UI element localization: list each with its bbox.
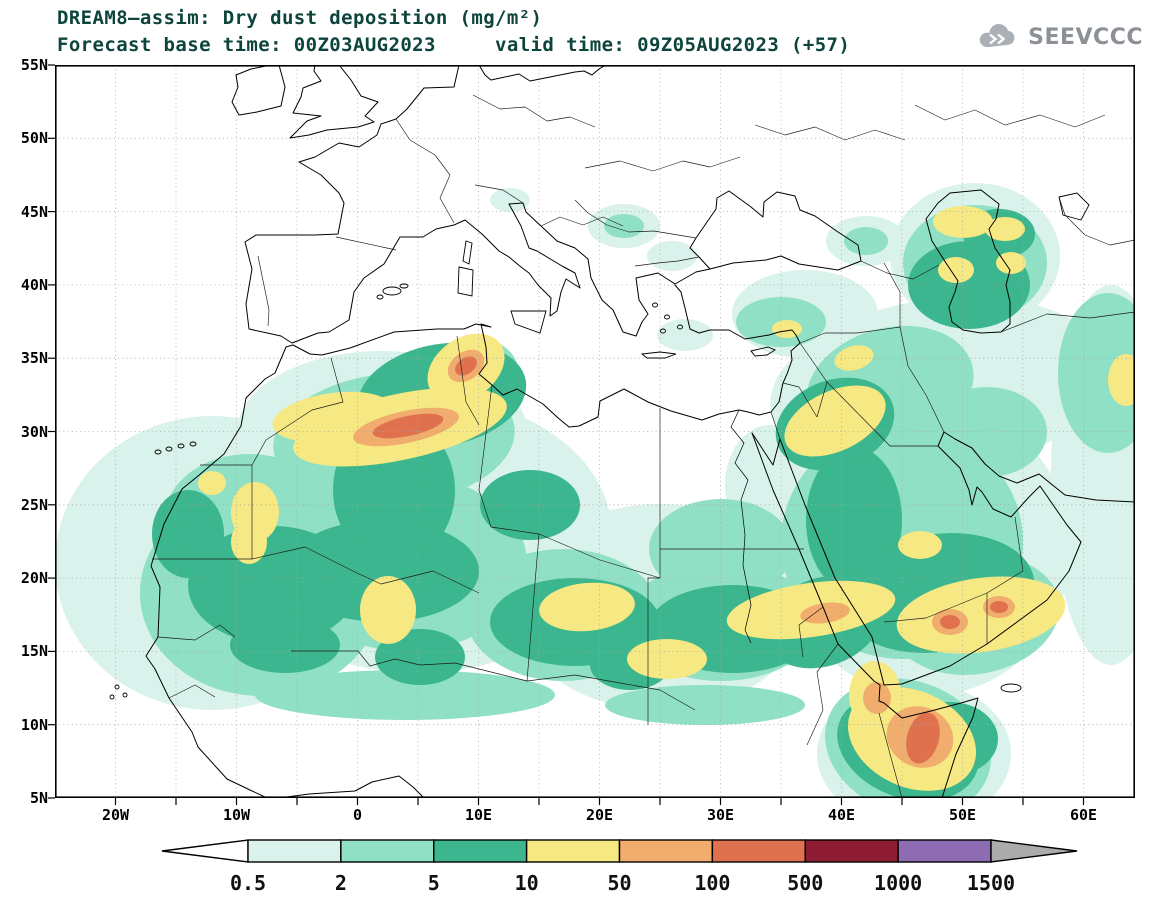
lat-tick-label-40N: 40N [20,275,48,294]
coast-iberia-france [244,65,460,344]
colorbar-arrow-right [990,839,1078,863]
map-canvas [48,64,1136,805]
lake-aral [1058,192,1090,221]
coast-turkey-levant-northafrica [292,284,801,428]
colorbar-segment-4 [525,839,621,863]
colorbar-label-1000: 1000 [874,871,922,895]
logo-text: SEEVCCC [1028,24,1143,50]
colorbar-label-100: 100 [694,871,730,895]
colorbar: 0.5 2 5 10 50 100 500 1000 1500 [161,838,1078,902]
colorbar-segment-8 [897,839,992,863]
island-aegean-1 [652,302,658,308]
country-borders [152,94,1135,798]
page-title: DREAM8—assim: Dry dust deposition (mg/m²… [57,7,543,29]
lat-tick-label-15N: 15N [20,642,48,661]
colorbar-label-5: 5 [428,871,440,895]
coast-west-africa [145,344,294,798]
cloud-logo-icon [975,22,1021,52]
colorbar-arrow-left [161,839,249,863]
colorbar-label-0.5: 0.5 [230,871,266,895]
island-aegean-4 [660,328,666,334]
island-aegean-2 [664,314,670,320]
colorbar-segment-2 [340,839,435,863]
island-corsica [462,240,473,265]
map-frame [55,65,1136,799]
lon-tick-label-10W: 10W [222,806,251,824]
colorbar-label-2: 2 [335,871,347,895]
colorbar-segment-5 [618,839,714,863]
coast-britain [289,65,379,139]
lat-tick-label-50N: 50N [20,129,48,148]
coastlines [109,65,1135,798]
seevccc-logo: SEEVCCC [975,22,1143,52]
island-socotra [1000,683,1022,693]
lat-tick-label-25N: 25N [20,495,48,514]
grid-lines [55,65,1135,798]
coast-black-sea [689,190,862,271]
island-capeverde-3 [109,694,115,700]
lon-tick-label-20E: 20E [585,806,614,824]
colorbar-segment-1 [247,839,342,863]
lon-tick-label-60E: 60E [1069,806,1098,824]
lon-tick-label-40E: 40E [827,806,856,824]
island-canary-2 [165,446,173,452]
lat-tick-label-45N: 45N [20,202,48,221]
island-capeverde-2 [122,692,128,698]
island-canary-4 [189,441,197,447]
colorbar-label-10: 10 [515,871,539,895]
colorbar-label-50: 50 [607,871,631,895]
lat-tick-label-10N: 10N [20,715,48,734]
lat-tick-label-55N: 55N [20,56,48,74]
lat-tick-label-5N: 5N [29,789,48,807]
dust-contours [55,183,1135,798]
coast-gulf-of-guinea [278,775,425,798]
coast-mediterranean-north [291,202,711,344]
island-canary-1 [154,449,162,455]
forecast-time-line: Forecast base time: 00Z03AUG2023 valid t… [57,34,851,56]
lat-tick-label-30N: 30N [20,422,48,441]
lat-tick-label-35N: 35N [20,349,48,368]
coast-ireland [231,65,286,116]
axis-ticks [48,64,1085,805]
island-ibiza [376,294,384,300]
island-sicily [510,310,547,334]
island-cyprus [750,346,776,357]
lon-tick-label-50E: 50E [948,806,977,824]
colorbar-label-500: 500 [787,871,823,895]
coast-iran-gulf [943,431,1135,503]
river-nile [730,409,752,644]
island-crete [640,351,677,359]
island-mallorca [382,286,402,296]
island-canary-3 [177,443,185,449]
coast-caspian [925,189,1011,334]
lon-tick-label-10E: 10E [464,806,493,824]
lat-tick-label-20N: 20N [20,569,48,588]
island-menorca [399,283,409,289]
coast-baltic [478,65,607,82]
colorbar-segment-6 [711,839,806,863]
colorbar-segment-3 [433,839,528,863]
lon-tick-label-20W: 20W [101,806,130,824]
island-sardinia [457,266,474,297]
coast-sinai [751,432,781,466]
lon-tick-label-30E: 30E [706,806,735,824]
colorbar-label-1500: 1500 [967,871,1015,895]
coast-arabia [779,431,1082,686]
island-capeverde-1 [114,684,120,690]
coast-red-sea-west [751,432,979,798]
island-aegean-3 [677,324,683,330]
lon-tick-label-0: 0 [352,806,363,824]
colorbar-segment-7 [804,839,899,863]
